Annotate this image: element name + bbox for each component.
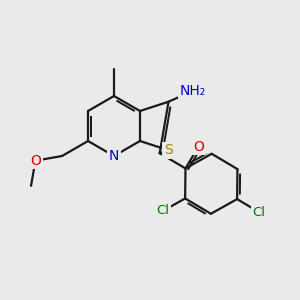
Text: Cl: Cl	[156, 204, 170, 218]
Text: S: S	[164, 143, 173, 157]
Text: O: O	[30, 154, 41, 168]
Text: O: O	[193, 140, 204, 154]
Text: NH₂: NH₂	[179, 84, 206, 98]
Text: Cl: Cl	[253, 206, 266, 219]
Text: N: N	[109, 149, 119, 163]
